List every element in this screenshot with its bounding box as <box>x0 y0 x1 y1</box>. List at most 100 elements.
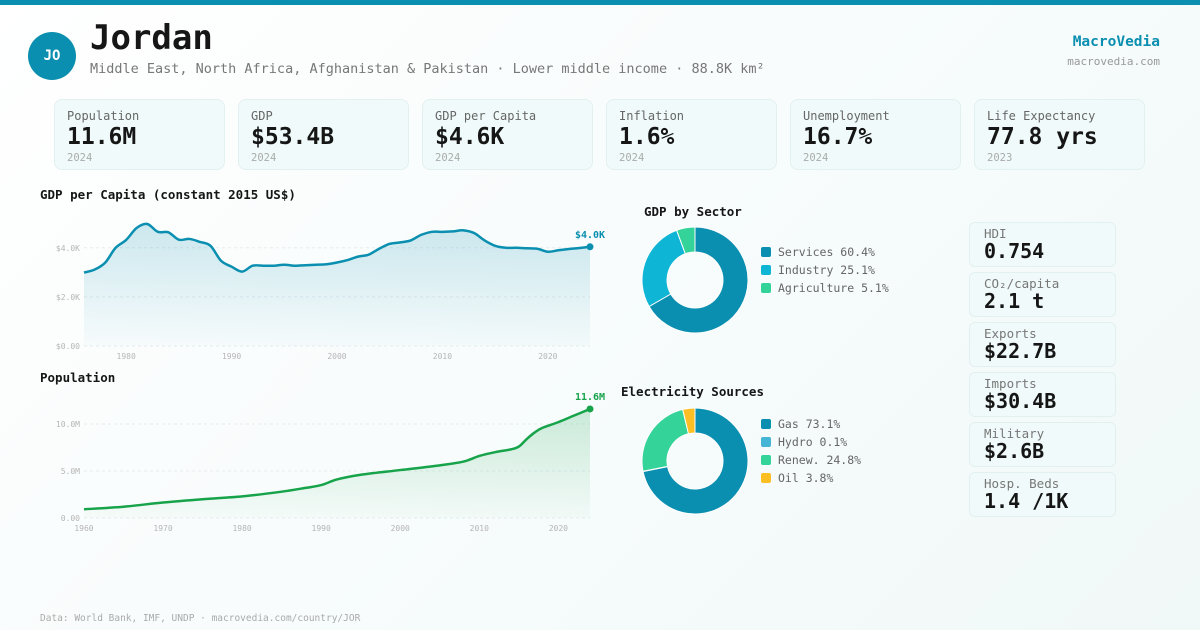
legend-swatch <box>761 437 771 447</box>
side-stats: HDI 0.754 CO₂/capita 2.1 t Exports $22.7… <box>969 222 1116 517</box>
x-tick-label: 1990 <box>222 352 241 361</box>
legend-label: Gas 73.1% <box>778 417 841 431</box>
stat-card-co2: CO₂/capita 2.1 t <box>969 272 1116 317</box>
kpi-label: Life Expectancy <box>987 109 1096 123</box>
kpi-year: 2024 <box>435 152 461 164</box>
series-line <box>83 222 591 274</box>
footer-source: Data: World Bank, IMF, UNDP · macrovedia… <box>40 613 361 624</box>
stat-card-hdi: HDI 0.754 <box>969 222 1116 267</box>
donut-slice-renew <box>641 408 690 472</box>
stat-card-exports: Exports $22.7B <box>969 322 1116 367</box>
stat-card-hospital-beds: Hosp. Beds 1.4 /1K <box>969 472 1116 517</box>
stat-value: $2.6B <box>984 439 1045 463</box>
kpi-label: GDP <box>251 109 273 123</box>
area-fill <box>84 408 590 518</box>
legend-swatch <box>761 247 771 257</box>
population-chart: 0.00 5.0M 10.0M 1960 1970 1980 1990 2000 2010 202… <box>56 392 605 533</box>
kpi-label: Population <box>67 109 140 123</box>
kpi-card-population: Population 11.6M 2024 <box>54 99 225 170</box>
kpi-value: 16.7% <box>803 124 873 150</box>
end-value-label: 11.6M <box>575 392 605 403</box>
brand-url[interactable]: macrovedia.com <box>1067 55 1160 68</box>
kpi-year: 2024 <box>619 152 645 164</box>
kpi-row: Population 11.6M 2024 GDP $53.4B 2024 GD… <box>54 99 1145 170</box>
x-tick-label: 1970 <box>153 524 172 533</box>
legend-item-gas: Gas 73.1% <box>761 415 861 433</box>
page-title: Jordan <box>90 18 213 58</box>
series-line <box>83 407 591 511</box>
x-tick-label: 2000 <box>391 524 410 533</box>
kpi-year: 2024 <box>803 152 829 164</box>
kpi-card-life-expectancy: Life Expectancy 77.8 yrs 2023 <box>974 99 1145 170</box>
kpi-year: 2024 <box>251 152 277 164</box>
electricity-sources-donut <box>641 407 749 515</box>
end-point <box>586 405 594 413</box>
donut-slice-gas <box>642 407 749 515</box>
x-tick-label: 2010 <box>433 352 452 361</box>
donut-slice-agriculture <box>676 226 696 255</box>
population-chart-title: Population <box>40 370 116 385</box>
legend-label: Oil 3.8% <box>778 471 834 485</box>
gdp-by-sector-donut <box>641 226 749 334</box>
y-tick-label: 0.00 <box>61 514 80 523</box>
y-tick-label: 5.0M <box>61 467 80 476</box>
kpi-year: 2023 <box>987 152 1013 164</box>
y-tick-label: $4.0K <box>56 244 80 253</box>
kpi-value: 1.6% <box>619 124 675 150</box>
legend-label: Hydro 0.1% <box>778 435 848 449</box>
kpi-value: $4.6K <box>435 124 505 150</box>
x-tick-label: 1990 <box>312 524 331 533</box>
end-value-label: $4.0K <box>575 230 605 241</box>
stat-value: $30.4B <box>984 389 1057 413</box>
legend-item-renewables: Renew. 24.8% <box>761 451 861 469</box>
stat-card-military: Military $2.6B <box>969 422 1116 467</box>
x-tick-label: 2020 <box>538 352 557 361</box>
gdp-by-sector-title: GDP by Sector <box>644 204 742 219</box>
legend-swatch <box>761 419 771 429</box>
x-tick-label: 1960 <box>74 524 93 533</box>
kpi-value: 11.6M <box>67 124 137 150</box>
legend-label: Industry 25.1% <box>778 263 875 277</box>
legend-item-agriculture: Agriculture 5.1% <box>761 279 889 297</box>
stat-value: 1.4 /1K <box>984 489 1069 513</box>
legend-item-industry: Industry 25.1% <box>761 261 889 279</box>
avatar-initials: JO <box>43 48 61 64</box>
x-tick-label: 2010 <box>470 524 489 533</box>
legend-item-hydro: Hydro 0.1% <box>761 433 861 451</box>
gdp-per-capita-chart: $0.00 $2.0K $4.0K 1980 1990 2000 2010 2020 $4.0K <box>56 222 605 361</box>
donut-slice-services <box>648 226 749 334</box>
country-subtitle: Middle East, North Africa, Afghanistan &… <box>90 61 765 77</box>
stat-value: 2.1 t <box>984 289 1045 313</box>
top-accent-bar <box>0 0 1200 5</box>
legend-swatch <box>761 473 771 483</box>
x-tick-label: 2020 <box>549 524 568 533</box>
donut-slice-industry <box>641 229 686 308</box>
gdp-per-capita-chart-title: GDP per Capita (constant 2015 US$) <box>40 187 296 202</box>
legend-item-services: Services 60.4% <box>761 243 889 261</box>
stat-label: Imports <box>984 376 1037 391</box>
x-tick-label: 2000 <box>327 352 346 361</box>
x-tick-label: 1980 <box>232 524 251 533</box>
stat-label: Exports <box>984 326 1037 341</box>
brand-logo[interactable]: MacroVedia <box>1072 34 1160 50</box>
y-tick-label: 10.0M <box>56 420 80 429</box>
country-avatar: JO <box>28 32 76 80</box>
legend-swatch <box>761 283 771 293</box>
charts-canvas: $0.00 $2.0K $4.0K 1980 1990 2000 2010 2020 $4.0K… <box>56 222 749 533</box>
kpi-label: GDP per Capita <box>435 109 537 123</box>
y-tick-label: $2.0K <box>56 293 80 302</box>
donut-slice-oil <box>682 407 696 435</box>
kpi-card-gdp-per-capita: GDP per Capita $4.6K 2024 <box>422 99 593 170</box>
stat-label: Military <box>984 426 1045 441</box>
legend-swatch <box>761 455 771 465</box>
stat-label: CO₂/capita <box>984 276 1060 291</box>
legend-label: Agriculture 5.1% <box>778 281 889 295</box>
kpi-value: 77.8 yrs <box>987 124 1098 150</box>
stat-value: 0.754 <box>984 239 1045 263</box>
kpi-card-gdp: GDP $53.4B 2024 <box>238 99 409 170</box>
kpi-card-unemployment: Unemployment 16.7% 2024 <box>790 99 961 170</box>
legend-item-oil: Oil 3.8% <box>761 469 861 487</box>
kpi-card-inflation: Inflation 1.6% 2024 <box>606 99 777 170</box>
legend-label: Renew. 24.8% <box>778 453 862 467</box>
end-point <box>586 243 594 251</box>
